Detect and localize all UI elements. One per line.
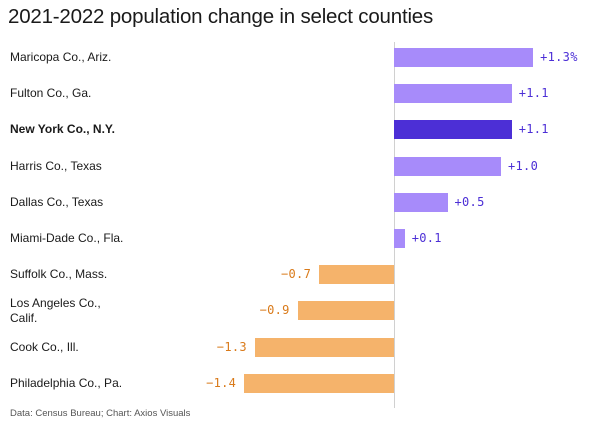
value-label: +0.1 <box>411 231 442 245</box>
bar <box>394 192 448 212</box>
value-label: +1.1 <box>518 122 549 137</box>
bar <box>394 156 501 176</box>
value-label: +1.3% <box>540 50 578 64</box>
bar <box>394 48 534 67</box>
value-label: −1.3 <box>216 339 247 354</box>
bar <box>394 229 405 248</box>
value-label: −0.7 <box>281 267 312 282</box>
value-label: +1.0 <box>508 158 539 173</box>
bar <box>254 337 394 357</box>
category-label: Philadelphia Co., Pa. <box>10 375 123 390</box>
zero-axis-line <box>394 42 395 408</box>
category-label: Dallas Co., Texas <box>10 194 104 209</box>
value-label: −1.4 <box>206 375 237 390</box>
bar <box>244 373 394 393</box>
category-label: Cook Co., Ill. <box>10 339 79 354</box>
category-label: Maricopa Co., Ariz. <box>10 50 112 64</box>
category-label: Suffolk Co., Mass. <box>10 267 108 282</box>
category-label: Los Angeles Co., Calif. <box>10 295 101 325</box>
bar <box>297 301 394 321</box>
bar <box>319 265 394 285</box>
bar <box>394 84 512 104</box>
value-label: +0.5 <box>454 194 485 209</box>
value-label: −0.9 <box>259 303 290 318</box>
category-label: Fulton Co., Ga. <box>10 86 92 101</box>
bar <box>394 120 512 140</box>
category-label: Harris Co., Texas <box>10 158 102 173</box>
source-note: Data: Census Bureau; Chart: Axios Visual… <box>10 408 191 419</box>
category-label: Miami-Dade Co., Fla. <box>10 231 124 245</box>
chart-title: 2021-2022 population change in select co… <box>8 5 434 28</box>
value-label: +1.1 <box>518 86 549 101</box>
category-label: New York Co., N.Y. <box>10 122 115 137</box>
